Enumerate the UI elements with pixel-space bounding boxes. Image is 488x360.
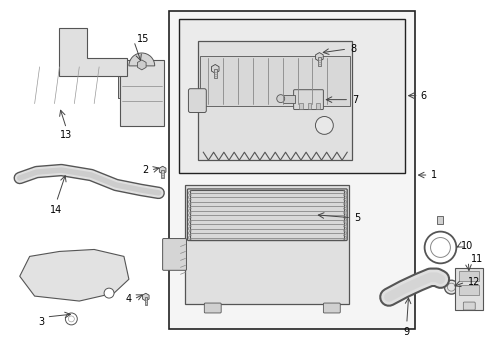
Bar — [458, 271, 478, 281]
Circle shape — [104, 288, 114, 298]
FancyBboxPatch shape — [118, 71, 138, 98]
FancyBboxPatch shape — [198, 41, 351, 160]
Circle shape — [15, 173, 25, 183]
Text: 14: 14 — [50, 205, 62, 215]
Text: 4: 4 — [125, 294, 132, 304]
Bar — [168, 11, 414, 329]
Bar — [200, 56, 349, 105]
Text: 6: 6 — [420, 91, 426, 101]
Bar — [144, 297, 147, 305]
Bar — [317, 57, 320, 67]
FancyBboxPatch shape — [293, 90, 323, 109]
Bar — [213, 69, 216, 78]
Text: 13: 13 — [60, 130, 72, 140]
FancyBboxPatch shape — [163, 239, 186, 270]
Circle shape — [276, 95, 284, 103]
Circle shape — [65, 313, 77, 325]
FancyBboxPatch shape — [454, 268, 482, 310]
Circle shape — [444, 280, 457, 294]
FancyBboxPatch shape — [462, 302, 474, 310]
FancyBboxPatch shape — [437, 216, 443, 224]
Text: 11: 11 — [470, 255, 483, 264]
Bar — [307, 103, 311, 109]
Text: 10: 10 — [460, 242, 472, 252]
FancyBboxPatch shape — [188, 89, 206, 113]
Text: 9: 9 — [403, 327, 409, 337]
Text: 12: 12 — [468, 277, 480, 287]
Bar — [458, 285, 478, 295]
Text: 8: 8 — [349, 44, 356, 54]
FancyBboxPatch shape — [122, 75, 135, 85]
Bar — [161, 170, 163, 179]
Text: 7: 7 — [351, 95, 358, 105]
Bar — [298, 103, 302, 109]
Bar — [185, 185, 348, 304]
FancyBboxPatch shape — [282, 95, 294, 103]
Circle shape — [68, 316, 74, 322]
Text: 1: 1 — [429, 170, 436, 180]
FancyBboxPatch shape — [204, 303, 221, 313]
Polygon shape — [60, 28, 127, 76]
Text: 3: 3 — [39, 317, 44, 327]
Text: 5: 5 — [353, 213, 360, 223]
Text: 15: 15 — [137, 34, 149, 44]
Circle shape — [315, 117, 333, 134]
Bar — [190, 190, 344, 239]
Bar — [316, 103, 320, 109]
Wedge shape — [129, 53, 154, 66]
FancyBboxPatch shape — [120, 60, 163, 126]
Polygon shape — [20, 249, 129, 301]
FancyBboxPatch shape — [323, 303, 340, 313]
Text: 2: 2 — [142, 165, 148, 175]
Bar — [178, 19, 404, 173]
